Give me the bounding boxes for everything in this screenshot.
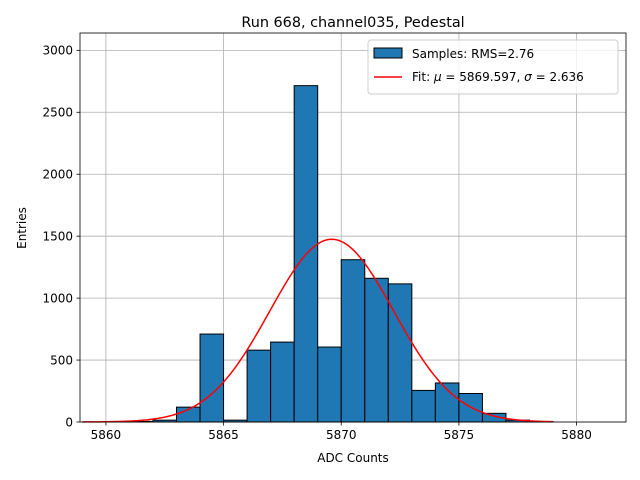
chart-title: Run 668, channel035, Pedestal (241, 15, 464, 31)
y-axis-label: Entries (15, 207, 29, 249)
histogram-bar (364, 277, 389, 423)
x-tick-label: 5875 (444, 428, 475, 442)
legend-histogram-swatch (373, 47, 403, 59)
histogram-bar (411, 389, 436, 423)
y-tick-label: 1000 (42, 291, 73, 305)
legend: Samples: RMS=2.76 Fit: μ = 5869.597, σ =… (367, 39, 619, 95)
plot-frame (79, 32, 627, 423)
y-tick-label: 2500 (42, 106, 73, 120)
y-tick-label: 1500 (42, 229, 73, 243)
grid (80, 33, 626, 423)
x-axis-label: ADC Counts (317, 451, 389, 465)
legend-box (367, 39, 619, 95)
y-tick-label: 0 (65, 415, 73, 429)
x-tick-label: 5865 (208, 428, 239, 442)
histogram-bar (317, 346, 342, 423)
histogram-bar (270, 341, 295, 423)
x-axis-ticks: 5860 5865 5870 5875 5880 (91, 422, 592, 442)
y-tick-label: 3000 (42, 44, 73, 58)
x-tick-label: 5880 (561, 428, 592, 442)
histogram-bar (199, 333, 225, 423)
histogram-bar (246, 349, 272, 423)
y-tick-label: 2000 (42, 168, 73, 182)
x-tick-label: 5860 (91, 428, 122, 442)
legend-fit-label: Fit: μ = 5869.597, σ = 2.636 (412, 70, 584, 84)
y-axis-ticks: 0 500 1000 1500 2000 2500 3000 (42, 44, 80, 429)
legend-histogram-label: Samples: RMS=2.76 (412, 47, 534, 61)
histogram-bar (387, 283, 413, 423)
y-tick-label: 500 (50, 353, 73, 367)
fit-curve (82, 238, 554, 423)
x-tick-label: 5870 (326, 428, 357, 442)
histogram-bar (340, 259, 366, 423)
